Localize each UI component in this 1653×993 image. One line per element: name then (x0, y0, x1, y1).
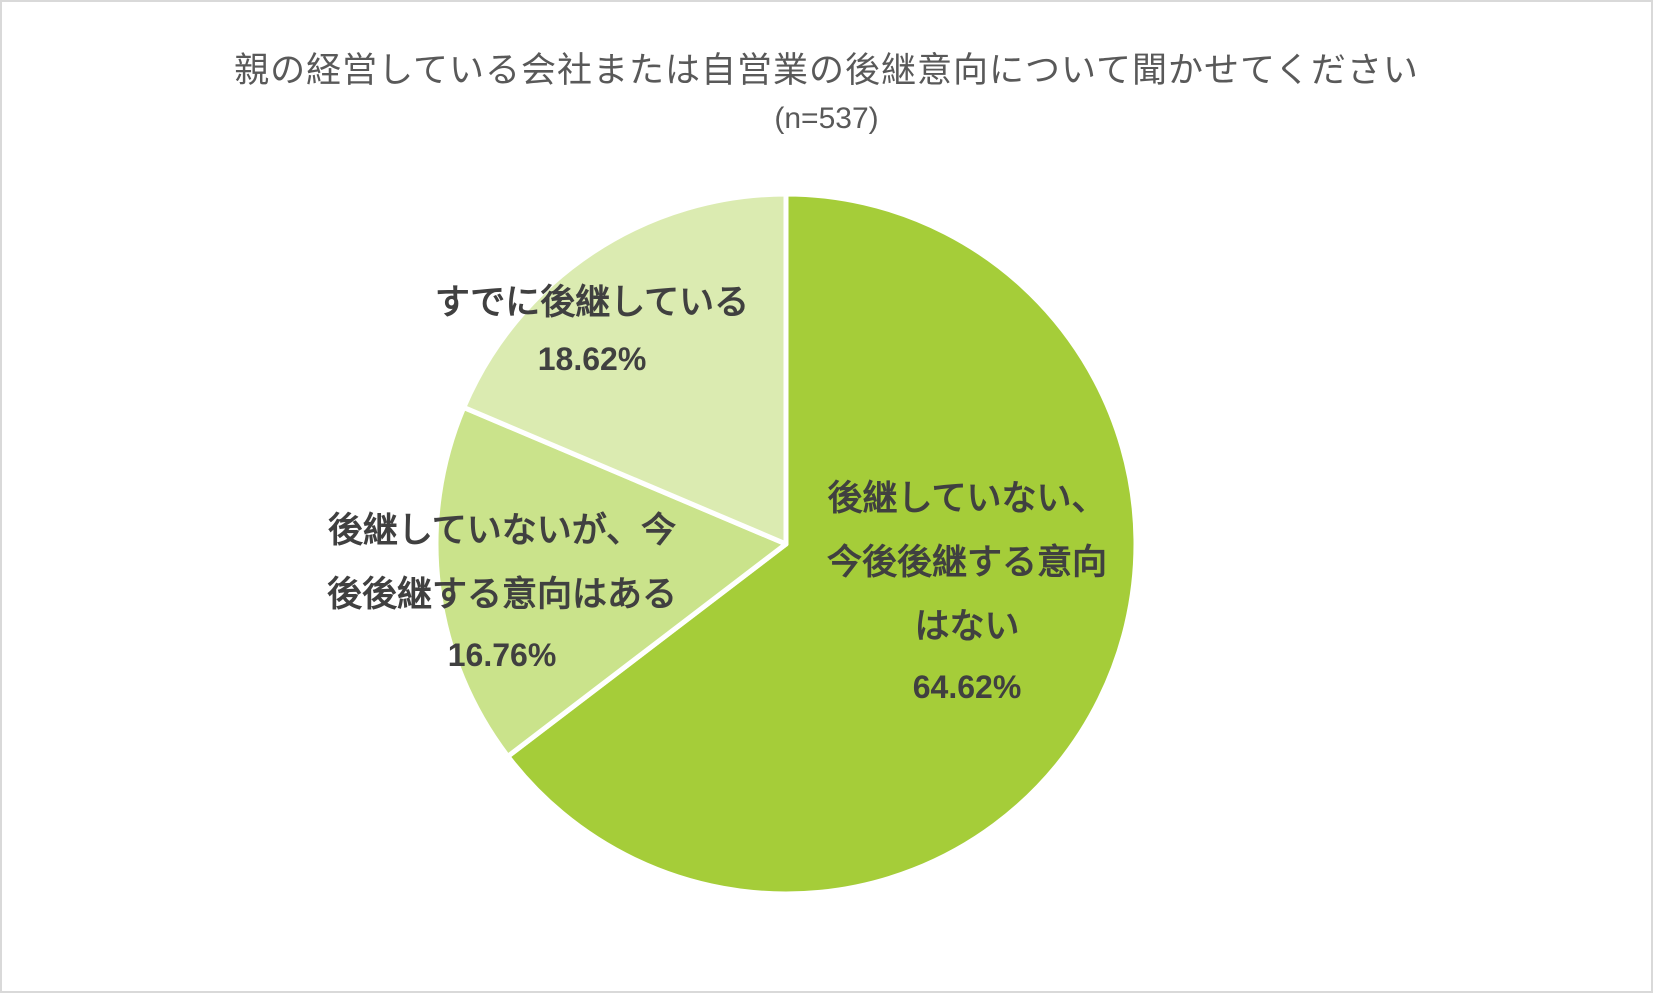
slice-label-group-2: すでに後継している 18.62% (435, 283, 749, 377)
pie-slice-2 (461, 191, 789, 547)
slice-label-line: 今後後継する意向 (827, 543, 1107, 583)
slice-label-line: 後後継する意向はある (327, 575, 677, 615)
slice-label-line: すでに後継している (435, 283, 749, 323)
pie-slice-1 (433, 404, 789, 759)
chart-subtitle: (n=537) (774, 102, 879, 135)
slice-label-line: 後継していないが、今 (328, 511, 676, 551)
slice-label-line: はない (914, 607, 1019, 647)
slice-value-label: 16.76% (448, 637, 557, 673)
slice-label-line: 後継していない、 (828, 479, 1107, 519)
slice-value-label: 18.62% (538, 341, 647, 377)
chart-title: 親の経営している会社または自営業の後継意向について聞かせてください (234, 51, 1419, 91)
slice-value-label: 64.62% (913, 669, 1022, 705)
pie-slice-0 (505, 191, 1139, 897)
